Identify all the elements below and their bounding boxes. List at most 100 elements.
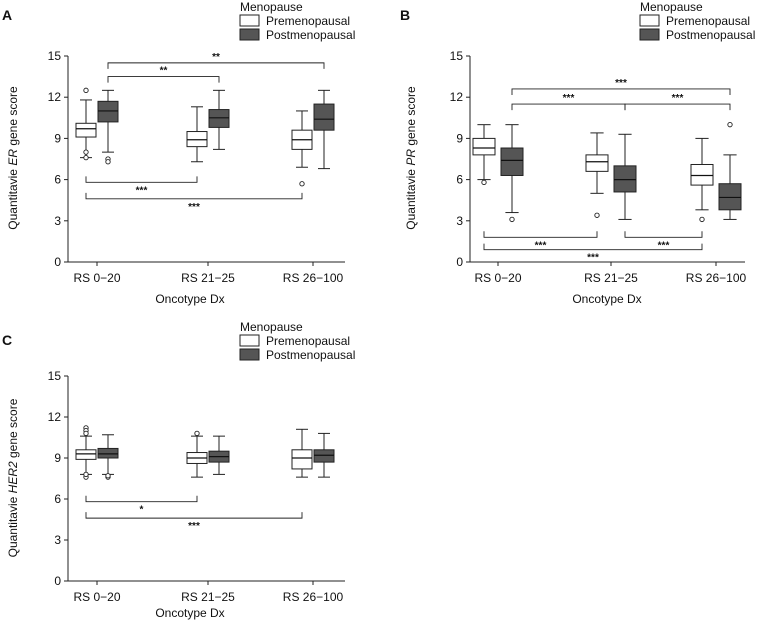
legend-swatch-postmenopausal (239, 348, 260, 361)
postmenopausal-box (97, 100, 119, 123)
significance-label: ** (212, 52, 220, 63)
y-label-suffix: gene score (6, 86, 20, 149)
outlier-point (83, 154, 89, 161)
legend-swatch-postmenopausal (239, 28, 260, 41)
legend-label-premenopausal: Premenopausal (266, 334, 350, 348)
outlier-point (83, 87, 89, 93)
x-tick-label: RS 0−20 (73, 271, 120, 285)
y-axis-label: Quantitavie HER2 gene score (6, 398, 20, 557)
postmenopausal-box (718, 183, 742, 211)
y-tick-label: 12 (450, 90, 464, 104)
significance-bracket (85, 176, 198, 183)
legend-label-postmenopausal: Postmenopausal (266, 348, 355, 362)
y-tick-label: 9 (54, 451, 61, 465)
significance-bracket (85, 495, 198, 503)
significance-label: *** (136, 185, 148, 196)
premenopausal-box (472, 137, 496, 156)
premenopausal-box (690, 163, 714, 186)
legend-label-premenopausal: Premenopausal (666, 14, 750, 28)
significance-bracket (511, 103, 626, 111)
x-tick-label: RS 0−20 (474, 271, 521, 285)
postmenopausal-box (313, 103, 335, 131)
postmenopausal-box (97, 447, 119, 459)
postmenopausal-box (500, 147, 524, 176)
outlier-point (83, 471, 89, 478)
y-label-gene: HER2 (6, 461, 20, 493)
significance-label: * (140, 505, 144, 516)
significance-bracket (85, 512, 303, 519)
legend-swatch-premenopausal (639, 14, 660, 27)
y-tick-label: 6 (456, 173, 463, 187)
legend-swatch-premenopausal (239, 334, 260, 347)
legend-swatch-premenopausal (239, 14, 260, 27)
significance-label: *** (658, 240, 670, 251)
legend-title: Menopause (240, 0, 303, 14)
postmenopausal-box (208, 109, 230, 128)
premenopausal-box (585, 154, 609, 172)
premenopausal-box (75, 449, 97, 460)
y-tick-label: 15 (48, 369, 62, 383)
x-tick-label: RS 26−100 (283, 271, 344, 285)
x-tick-label: RS 21−25 (181, 271, 235, 285)
significance-label: *** (672, 93, 684, 104)
y-tick-label: 12 (48, 410, 62, 424)
y-tick-label: 6 (54, 173, 61, 187)
y-label-prefix: Quantitavie (6, 493, 20, 557)
outlier-point (727, 122, 733, 128)
y-axis-label: Quantitavie PR gene score (404, 86, 418, 230)
significance-bracket (483, 231, 598, 238)
significance-bracket (107, 76, 220, 83)
y-label-prefix: Quantitavie (6, 166, 20, 230)
panel-c: C Menopause Premenopausal Postmenopausal… (2, 320, 355, 620)
outlier-point (699, 216, 705, 223)
significance-label: *** (587, 253, 599, 264)
significance-label: *** (563, 93, 575, 104)
legend-title: Menopause (240, 320, 303, 334)
y-label-suffix: gene score (404, 86, 418, 149)
y-label-gene: ER (6, 149, 20, 166)
significance-label: *** (615, 78, 627, 89)
outlier-point (509, 216, 515, 223)
postmenopausal-box (613, 165, 637, 193)
significance-label: *** (535, 240, 547, 251)
x-axis-label: Oncotype Dx (155, 606, 224, 620)
y-tick-label: 15 (450, 49, 464, 63)
significance-bracket (85, 192, 303, 200)
premenopausal-box (291, 449, 313, 470)
y-tick-label: 0 (456, 255, 463, 269)
y-tick-label: 3 (54, 533, 61, 547)
y-tick-label: 3 (54, 214, 61, 228)
outlier-point (83, 149, 89, 155)
y-axis-label: Quantitavie ER gene score (6, 86, 20, 230)
panel-label: B (400, 7, 410, 23)
panel-label: C (2, 332, 12, 348)
y-tick-label: 12 (48, 90, 62, 104)
legend-label-premenopausal: Premenopausal (266, 14, 350, 28)
x-axis-label: Oncotype Dx (572, 292, 641, 306)
outlier-point (194, 430, 200, 437)
outlier-point (83, 430, 89, 437)
x-tick-label: RS 0−20 (73, 590, 120, 604)
y-tick-label: 3 (456, 214, 463, 228)
significance-bracket (483, 243, 703, 251)
y-tick-label: 0 (54, 574, 61, 588)
y-label-suffix: gene score (6, 398, 20, 461)
significance-bracket (624, 103, 731, 111)
legend-swatch-postmenopausal (639, 28, 660, 41)
outlier-point (594, 212, 600, 218)
significance-label: *** (188, 202, 200, 213)
x-tick-label: RS 21−25 (181, 590, 235, 604)
premenopausal-box (75, 122, 97, 138)
y-tick-label: 9 (54, 131, 61, 145)
significance-label: ** (160, 66, 168, 77)
postmenopausal-box (313, 449, 335, 463)
x-tick-label: RS 26−100 (283, 590, 344, 604)
x-tick-label: RS 21−25 (584, 271, 638, 285)
legend-label-postmenopausal: Postmenopausal (266, 28, 355, 42)
y-tick-label: 0 (54, 255, 61, 269)
significance-bracket (107, 62, 325, 69)
legend-title: Menopause (640, 0, 703, 14)
